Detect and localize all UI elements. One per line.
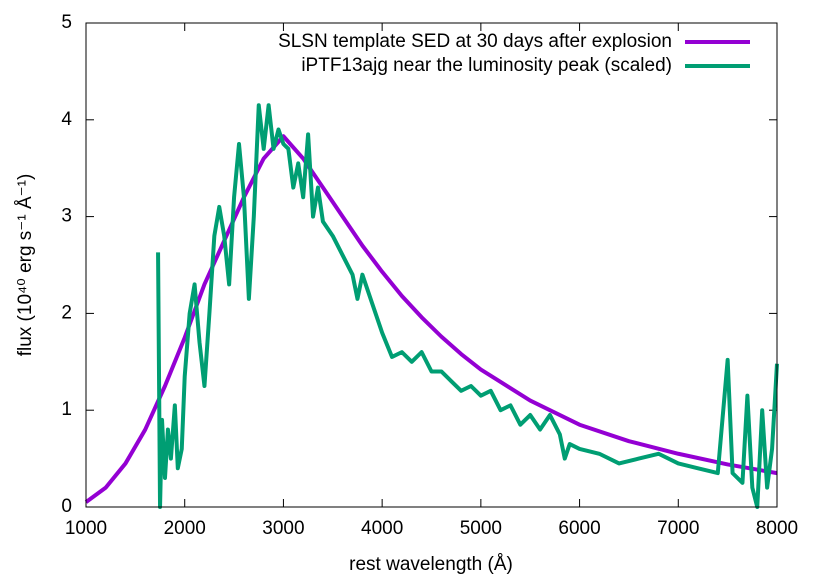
x-tick-label: 7000 bbox=[657, 518, 699, 539]
x-axis-label: rest wavelength (Å) bbox=[349, 554, 513, 575]
data-line bbox=[84, 134, 778, 504]
x-tick-label: 4000 bbox=[361, 518, 403, 539]
plot-frame bbox=[85, 22, 778, 508]
y-tick-label: 2 bbox=[61, 302, 72, 323]
x-tick-label: 3000 bbox=[262, 518, 304, 539]
data-line bbox=[156, 103, 779, 509]
x-tick-label: 2000 bbox=[164, 518, 206, 539]
x-tick-label: 5000 bbox=[460, 518, 502, 539]
legend-label: SLSN template SED at 30 days after explo… bbox=[278, 31, 672, 52]
y-axis-label: flux (10⁴⁰ erg s⁻¹ Å⁻¹) bbox=[15, 174, 36, 357]
y-tick-label: 0 bbox=[61, 496, 72, 517]
y-tick-label: 5 bbox=[61, 12, 72, 33]
legend-label: iPTF13ajg near the luminosity peak (scal… bbox=[301, 55, 672, 76]
x-tick-label: 1000 bbox=[65, 518, 107, 539]
y-tick-label: 4 bbox=[61, 109, 72, 130]
x-tick-label: 6000 bbox=[558, 518, 600, 539]
y-tick-label: 3 bbox=[61, 206, 72, 227]
y-tick-label: 1 bbox=[61, 399, 72, 420]
x-tick-label: 8000 bbox=[756, 518, 798, 539]
